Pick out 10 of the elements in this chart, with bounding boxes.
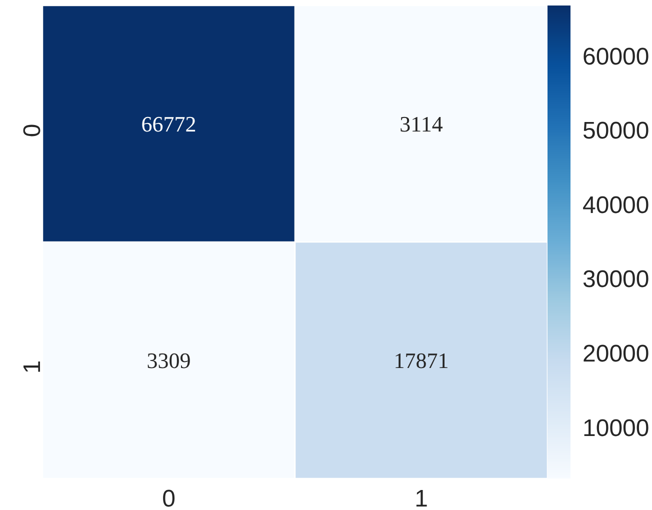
- color-bar-label: 40000: [582, 192, 650, 219]
- color-bar-label: 30000: [582, 266, 650, 294]
- data-label: 3114: [400, 111, 443, 136]
- color-bar-label: 60000: [582, 43, 650, 70]
- color-bar-label: 20000: [582, 340, 650, 368]
- color-bar-label: 10000: [582, 414, 650, 442]
- data-label: 17871: [394, 348, 449, 373]
- color-bar-label: 50000: [582, 118, 650, 145]
- data-label: 66772: [141, 111, 196, 136]
- data-label: 3309: [146, 348, 191, 373]
